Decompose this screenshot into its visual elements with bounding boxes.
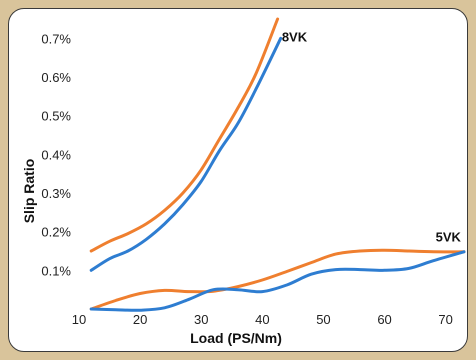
y-tick-label: 0.1% — [41, 263, 71, 278]
y-tick-label: 0.4% — [41, 147, 71, 162]
y-tick-label: 0.2% — [41, 225, 71, 240]
x-tick-label: 40 — [255, 312, 269, 327]
y-tick-label: 0.5% — [41, 109, 71, 124]
series-label-5vk: 5VK — [436, 229, 462, 244]
series-line-2 — [89, 36, 283, 272]
x-tick-label: 50 — [316, 312, 330, 327]
line-chart: 0.1% 0.2% 0.3% 0.4% 0.5% 0.6% 0.7% 10 20 30 40 50 6… — [21, 17, 466, 346]
series-line-1 — [89, 17, 280, 253]
y-axis-ticks: 0.1% 0.2% 0.3% 0.4% 0.5% 0.6% 0.7% — [41, 31, 71, 278]
x-tick-label: 60 — [377, 312, 391, 327]
series-lines — [89, 17, 466, 312]
y-tick-label: 0.3% — [41, 186, 71, 201]
series-line-3 — [89, 248, 466, 311]
x-axis-title: Load (PS/Nm) — [190, 330, 282, 346]
x-tick-label: 20 — [133, 312, 147, 327]
x-tick-label: 70 — [438, 312, 452, 327]
x-tick-label: 30 — [194, 312, 208, 327]
y-axis-title: Slip Ratio — [21, 159, 37, 224]
chart-card: 0.1% 0.2% 0.3% 0.4% 0.5% 0.6% 0.7% 10 20 30 40 50 6… — [8, 8, 468, 352]
series-labels: 8VK 5VK — [282, 29, 462, 244]
series-line-4 — [89, 250, 466, 312]
y-tick-label: 0.7% — [41, 31, 71, 46]
y-tick-label: 0.6% — [41, 70, 71, 85]
series-label-8vk: 8VK — [282, 29, 308, 44]
x-axis-ticks: 10 20 30 40 50 60 70 — [72, 312, 453, 327]
x-tick-label: 10 — [72, 312, 86, 327]
